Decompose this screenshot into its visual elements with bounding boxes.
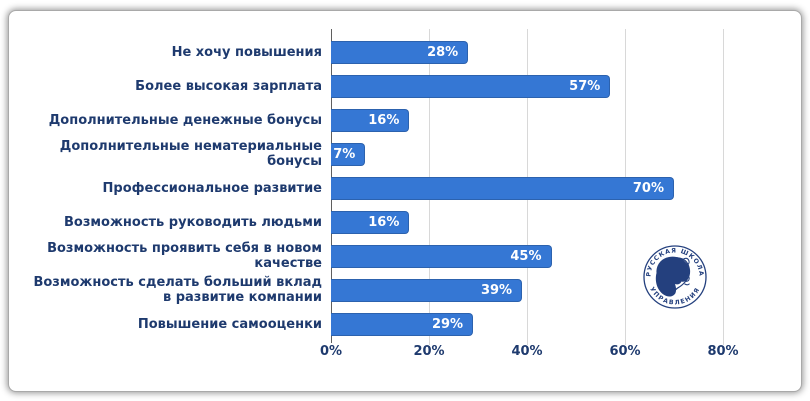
category-label: Повышение самооценки: [137, 316, 322, 332]
x-tick-label: 80%: [707, 344, 739, 359]
chart-row: Более высокая зарплата 57%: [9, 69, 797, 103]
x-tick-label: 60%: [609, 344, 641, 359]
bar-value-label: 39%: [480, 282, 513, 298]
chart-row: Возможность руководить людьми 16%: [9, 205, 797, 239]
chart-row: Повышение самооценки 29%: [9, 307, 797, 341]
category-label: Дополнительные денежные бонусы: [48, 112, 322, 128]
bar: 16%: [331, 108, 410, 132]
bar-chart: Не хочу повышения 28% Более высокая зарп…: [9, 11, 801, 391]
bar: 70%: [331, 176, 674, 200]
bar: 29%: [331, 312, 474, 336]
category-label: Возможность сделать больший вклад в разв…: [33, 275, 322, 305]
bar-track: 57%: [331, 74, 797, 98]
chart-row: Профессиональное развитие 70%: [9, 171, 797, 205]
bar-track: 16%: [331, 108, 797, 132]
x-tick-label: 0%: [319, 344, 343, 359]
bar-track: 39%: [331, 278, 797, 302]
bar-track: 28%: [331, 40, 797, 64]
lion-icon: [655, 256, 691, 297]
gridline: [723, 29, 724, 345]
chart-rows: Не хочу повышения 28% Более высокая зарп…: [9, 35, 797, 341]
bar-value-label: 7%: [333, 146, 356, 162]
chart-row: Дополнительные денежные бонусы 16%: [9, 103, 797, 137]
category-label: Более высокая зарплата: [135, 78, 322, 94]
bar-track: 16%: [331, 210, 797, 234]
bar-track: 70%: [331, 176, 797, 200]
stamp-circle: [643, 245, 707, 309]
chart-row: Возможность сделать больший вклад в разв…: [9, 273, 797, 307]
category-label: Возможность руководить людьми: [64, 214, 322, 230]
bar: 57%: [331, 74, 611, 98]
x-axis-ticks: 0% 20% 40% 60% 80%: [320, 344, 797, 362]
category-label: Возможность проявить себя в новом качест…: [47, 241, 322, 271]
bar-value-label: 70%: [632, 180, 664, 196]
chart-row: Дополнительные нематериальные бонусы 7%: [9, 137, 797, 171]
bar: 39%: [331, 278, 523, 302]
bar-value-label: 16%: [368, 214, 400, 230]
category-label: Профессиональное развитие: [102, 180, 322, 196]
bar-value-label: 29%: [431, 316, 464, 332]
company-stamp-logo: • РУССКАЯ ШКОЛА • УПРАВЛЕНИЯ: [642, 244, 707, 309]
bar-value-label: 45%: [510, 248, 542, 264]
bar-value-label: 16%: [368, 112, 400, 128]
bar-track: 45%: [331, 244, 797, 268]
bar: 28%: [331, 40, 469, 64]
bar-value-label: 57%: [569, 78, 601, 94]
x-tick-label: 40%: [511, 344, 543, 359]
bar: 45%: [331, 244, 552, 268]
category-label: Не хочу повышения: [171, 44, 322, 60]
bar-track: 7%: [331, 142, 797, 166]
bar-value-label: 28%: [427, 44, 459, 60]
bar: 7%: [331, 142, 366, 166]
chart-card: Не хочу повышения 28% Более высокая зарп…: [8, 10, 802, 392]
bar-track: 29%: [331, 312, 797, 336]
bar: 16%: [331, 210, 410, 234]
chart-row: Возможность проявить себя в новом качест…: [9, 239, 797, 273]
x-tick-label: 20%: [413, 344, 445, 359]
chart-row: Не хочу повышения 28%: [9, 35, 797, 69]
category-label: Дополнительные нематериальные бонусы: [59, 139, 322, 169]
